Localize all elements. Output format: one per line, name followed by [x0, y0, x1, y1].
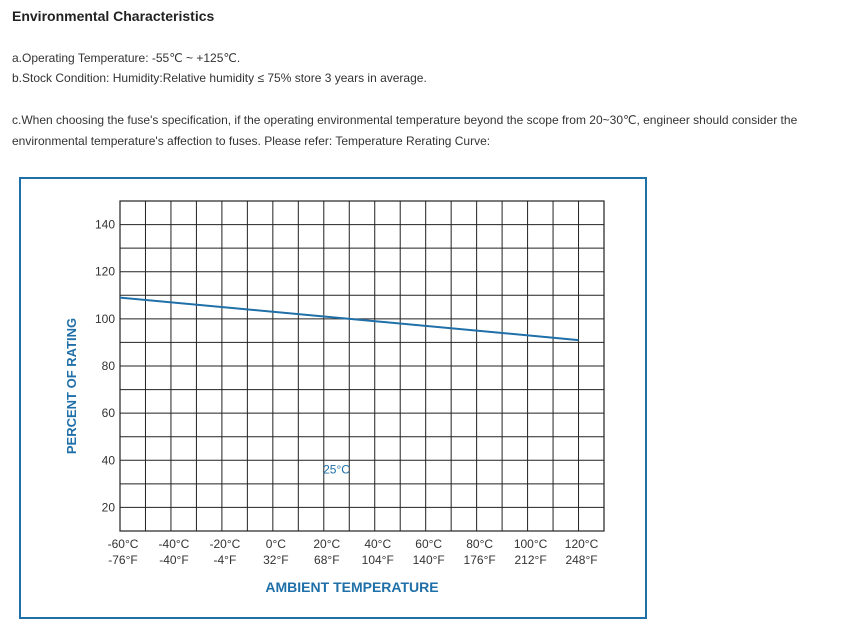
x-tick-label-celsius: 0°C	[266, 537, 286, 551]
x-tick-label-fahrenheit: -40°F	[159, 553, 188, 567]
y-tick-label: 60	[102, 406, 116, 420]
y-tick-label: 100	[95, 312, 115, 326]
derating-curve	[119, 296, 579, 342]
y-tick-label: 120	[95, 265, 115, 279]
x-tick-label-fahrenheit: 68°F	[314, 553, 339, 567]
x-tick-label-celsius: 20°C	[313, 537, 340, 551]
y-tick-label: 140	[95, 218, 115, 232]
annotation-label: 25°C	[323, 463, 350, 477]
x-axis-title: AMBIENT TEMPERATURE	[265, 579, 438, 595]
x-tick-label-fahrenheit: 32°F	[263, 553, 288, 567]
specification-note-line-2: environmental temperature's affection to…	[12, 134, 491, 148]
x-tick-label-celsius: 80°C	[466, 537, 493, 551]
operating-temperature-text: a.Operating Temperature: -55℃ ~ +125℃.	[12, 51, 241, 65]
x-tick-label-celsius: 120°C	[565, 537, 599, 551]
x-tick-label-fahrenheit: -76°F	[108, 553, 137, 567]
x-tick-label-celsius: -20°C	[209, 537, 240, 551]
x-tick-label-fahrenheit: -4°F	[213, 553, 236, 567]
x-tick-label-celsius: 60°C	[415, 537, 442, 551]
x-tick-label-fahrenheit: 140°F	[413, 553, 445, 567]
plot-border	[119, 200, 605, 532]
chart-canvas: 20 40 60 80 100 120 140 -60°C -76°F -40°C -40°F -20…	[64, 200, 605, 595]
x-tick-label-fahrenheit: 104°F	[362, 553, 394, 567]
x-tick-label-fahrenheit: 176°F	[464, 553, 496, 567]
y-tick-label: 40	[102, 453, 116, 467]
stock-condition-text: b.Stock Condition: Humidity:Relative hum…	[12, 71, 427, 85]
x-tick-label-celsius: 40°C	[364, 537, 391, 551]
specification-note-line-1: c.When choosing the fuse's specification…	[12, 113, 798, 127]
x-tick-label-celsius: 100°C	[514, 537, 548, 551]
x-tick-label-celsius: -40°C	[159, 537, 190, 551]
y-axis-title: PERCENT OF RATING	[64, 318, 79, 454]
temperature-rerating-chart: 20 40 60 80 100 120 140 -60°C -76°F -40°C -40°F -20…	[19, 177, 647, 619]
y-tick-label: 20	[102, 500, 116, 514]
y-tick-label: 80	[102, 359, 116, 373]
x-tick-label-fahrenheit: 212°F	[515, 553, 547, 567]
x-tick-label-celsius: -60°C	[108, 537, 139, 551]
section-heading: Environmental Characteristics	[12, 8, 215, 24]
x-tick-label-fahrenheit: 248°F	[565, 553, 597, 567]
